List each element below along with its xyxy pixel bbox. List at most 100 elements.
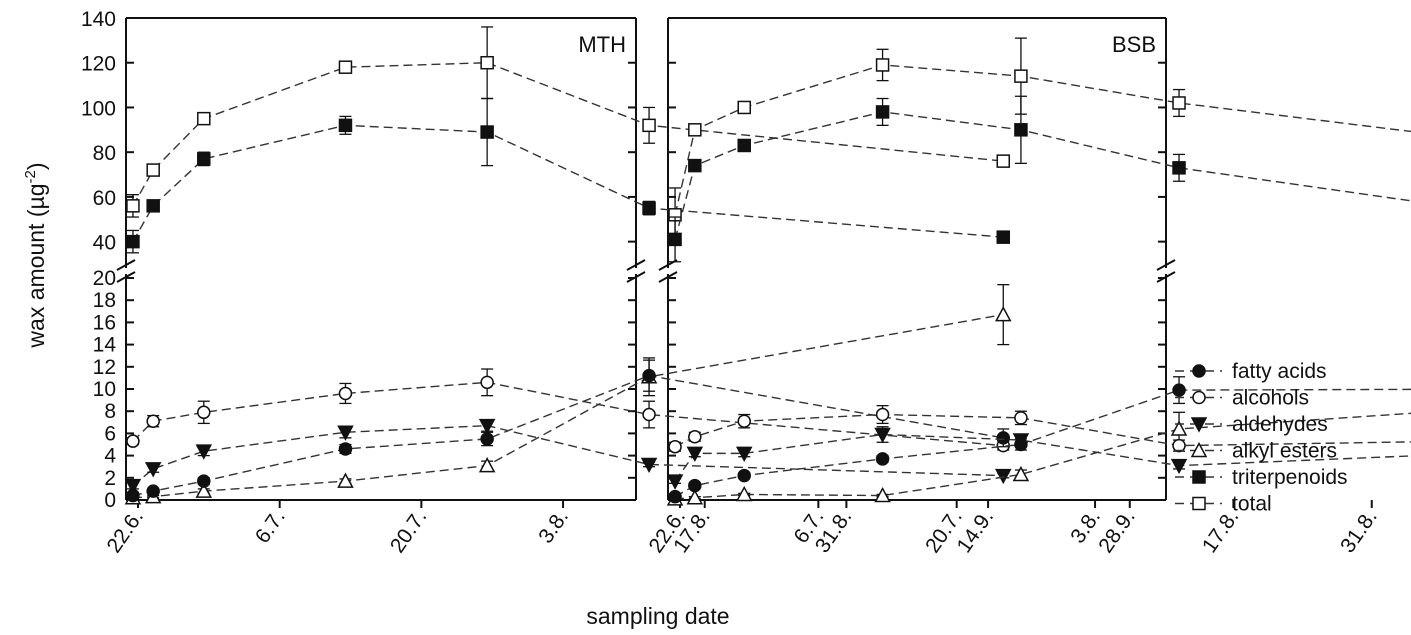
- y-axis-title-close: ): [23, 162, 49, 170]
- series-alcohols-mth: [126, 368, 1011, 453]
- data-point: [195, 444, 213, 460]
- legend-label: total: [1232, 493, 1272, 516]
- x-axis-title: sampling date: [586, 603, 729, 629]
- series-line: [674, 111, 1411, 240]
- series-alkyl-esters-mth: [124, 284, 1012, 505]
- axis-break-mark: [626, 259, 646, 271]
- data-point: [1014, 123, 1028, 137]
- data-point: [996, 230, 1011, 244]
- legend-item: alkyl esters: [1175, 440, 1337, 463]
- panel-label: MTH: [578, 32, 626, 57]
- data-point: [737, 468, 751, 483]
- data-point: [874, 486, 891, 503]
- data-point: [197, 111, 211, 126]
- data-point: [1172, 438, 1186, 453]
- data-point: [642, 118, 656, 133]
- data-point: [737, 138, 751, 153]
- panel-label: BSB: [1112, 32, 1156, 57]
- series-line: [132, 124, 1004, 242]
- data-point: [126, 234, 140, 249]
- axis-break-mark: [116, 259, 136, 271]
- data-point: [642, 407, 656, 422]
- data-point: [1172, 161, 1186, 175]
- data-point: [666, 474, 684, 490]
- data-point: [338, 118, 353, 133]
- series-triterpenoids-bsb: [668, 95, 1411, 263]
- legend-marker: [1190, 441, 1208, 458]
- data-point: [480, 375, 494, 390]
- data-point: [195, 482, 213, 498]
- legend-item: triterpenoids: [1175, 466, 1348, 489]
- data-point: [688, 123, 702, 137]
- data-point: [1172, 96, 1186, 110]
- legend-label: triterpenoids: [1232, 466, 1348, 489]
- data-point: [688, 158, 702, 173]
- legend-marker: [1192, 470, 1206, 484]
- y-tick-label: 140: [81, 8, 116, 31]
- series-triterpenoids-mth: [126, 97, 1011, 254]
- data-point: [875, 452, 890, 466]
- panel-frames: 22.6. 6.7. 20.7. 3.8. 17.8. 31.8. 14.9. 28.9.MT…: [102, 17, 1382, 557]
- series-total-mth: [126, 26, 1011, 218]
- legend-item: total: [1175, 493, 1272, 516]
- data-point: [737, 414, 751, 428]
- series-line: [132, 424, 1004, 487]
- data-point: [338, 442, 353, 456]
- y-tick-label: 10: [93, 378, 116, 401]
- data-point: [126, 488, 140, 503]
- y-tick-label: 16: [93, 311, 116, 334]
- y-tick-label: 20: [93, 267, 116, 290]
- y-tick-label: 100: [81, 97, 116, 120]
- data-point: [640, 457, 658, 474]
- data-point: [642, 201, 656, 215]
- data-point: [338, 386, 353, 401]
- data-point: [197, 474, 211, 488]
- legend-marker: [1192, 390, 1206, 405]
- series-aldehydes-mth: [124, 418, 1012, 495]
- x-tick-label: 14.9.: [953, 506, 999, 557]
- data-point: [1172, 383, 1186, 397]
- data-point: [996, 431, 1011, 445]
- legend-label: alcohols: [1232, 387, 1309, 410]
- y-tick-label: 6: [104, 422, 116, 445]
- data-point: [144, 462, 162, 478]
- data-point: [735, 446, 753, 462]
- series-line: [132, 62, 1004, 207]
- data-point: [668, 232, 682, 247]
- data-point: [338, 60, 353, 74]
- data-point: [642, 368, 656, 383]
- data-point: [688, 429, 702, 444]
- axis-break-mark: [1156, 259, 1176, 271]
- legend-label: aldehydes: [1232, 413, 1328, 436]
- x-tick-label: 31.8.: [1336, 506, 1382, 557]
- y-tick-label: 8: [104, 400, 116, 423]
- data-point: [1014, 69, 1028, 83]
- data-point: [1014, 411, 1028, 425]
- x-tick-label: 28.9.: [1094, 506, 1140, 557]
- y-tick-label: 80: [93, 142, 116, 165]
- y-tick-label: 60: [93, 187, 116, 210]
- data-point: [688, 478, 702, 493]
- legend-item: alcohols: [1175, 387, 1309, 410]
- legend: fatty acids alcohols aldehydes alkyl esters…: [1175, 360, 1348, 516]
- y-tick-label: 40: [93, 232, 116, 255]
- x-tick-label: 20.7.: [386, 506, 432, 557]
- data-point: [875, 407, 890, 422]
- series-line: [674, 64, 1411, 215]
- y-axis-title-superscript: -2: [22, 170, 39, 183]
- y-tick-label: 2: [104, 467, 116, 490]
- legend-marker: [1192, 496, 1206, 511]
- data-point: [197, 152, 211, 166]
- legend-item: fatty acids: [1175, 360, 1327, 383]
- data-point: [480, 432, 494, 446]
- x-tick-label: 22.6.: [102, 506, 148, 557]
- data-point: [735, 485, 753, 502]
- y-tick-label: 18: [93, 289, 116, 312]
- y-tick-label: 14: [93, 334, 117, 357]
- data-point: [668, 439, 682, 454]
- data-point: [126, 199, 140, 213]
- data-point: [1170, 458, 1188, 475]
- data-point: [146, 199, 160, 213]
